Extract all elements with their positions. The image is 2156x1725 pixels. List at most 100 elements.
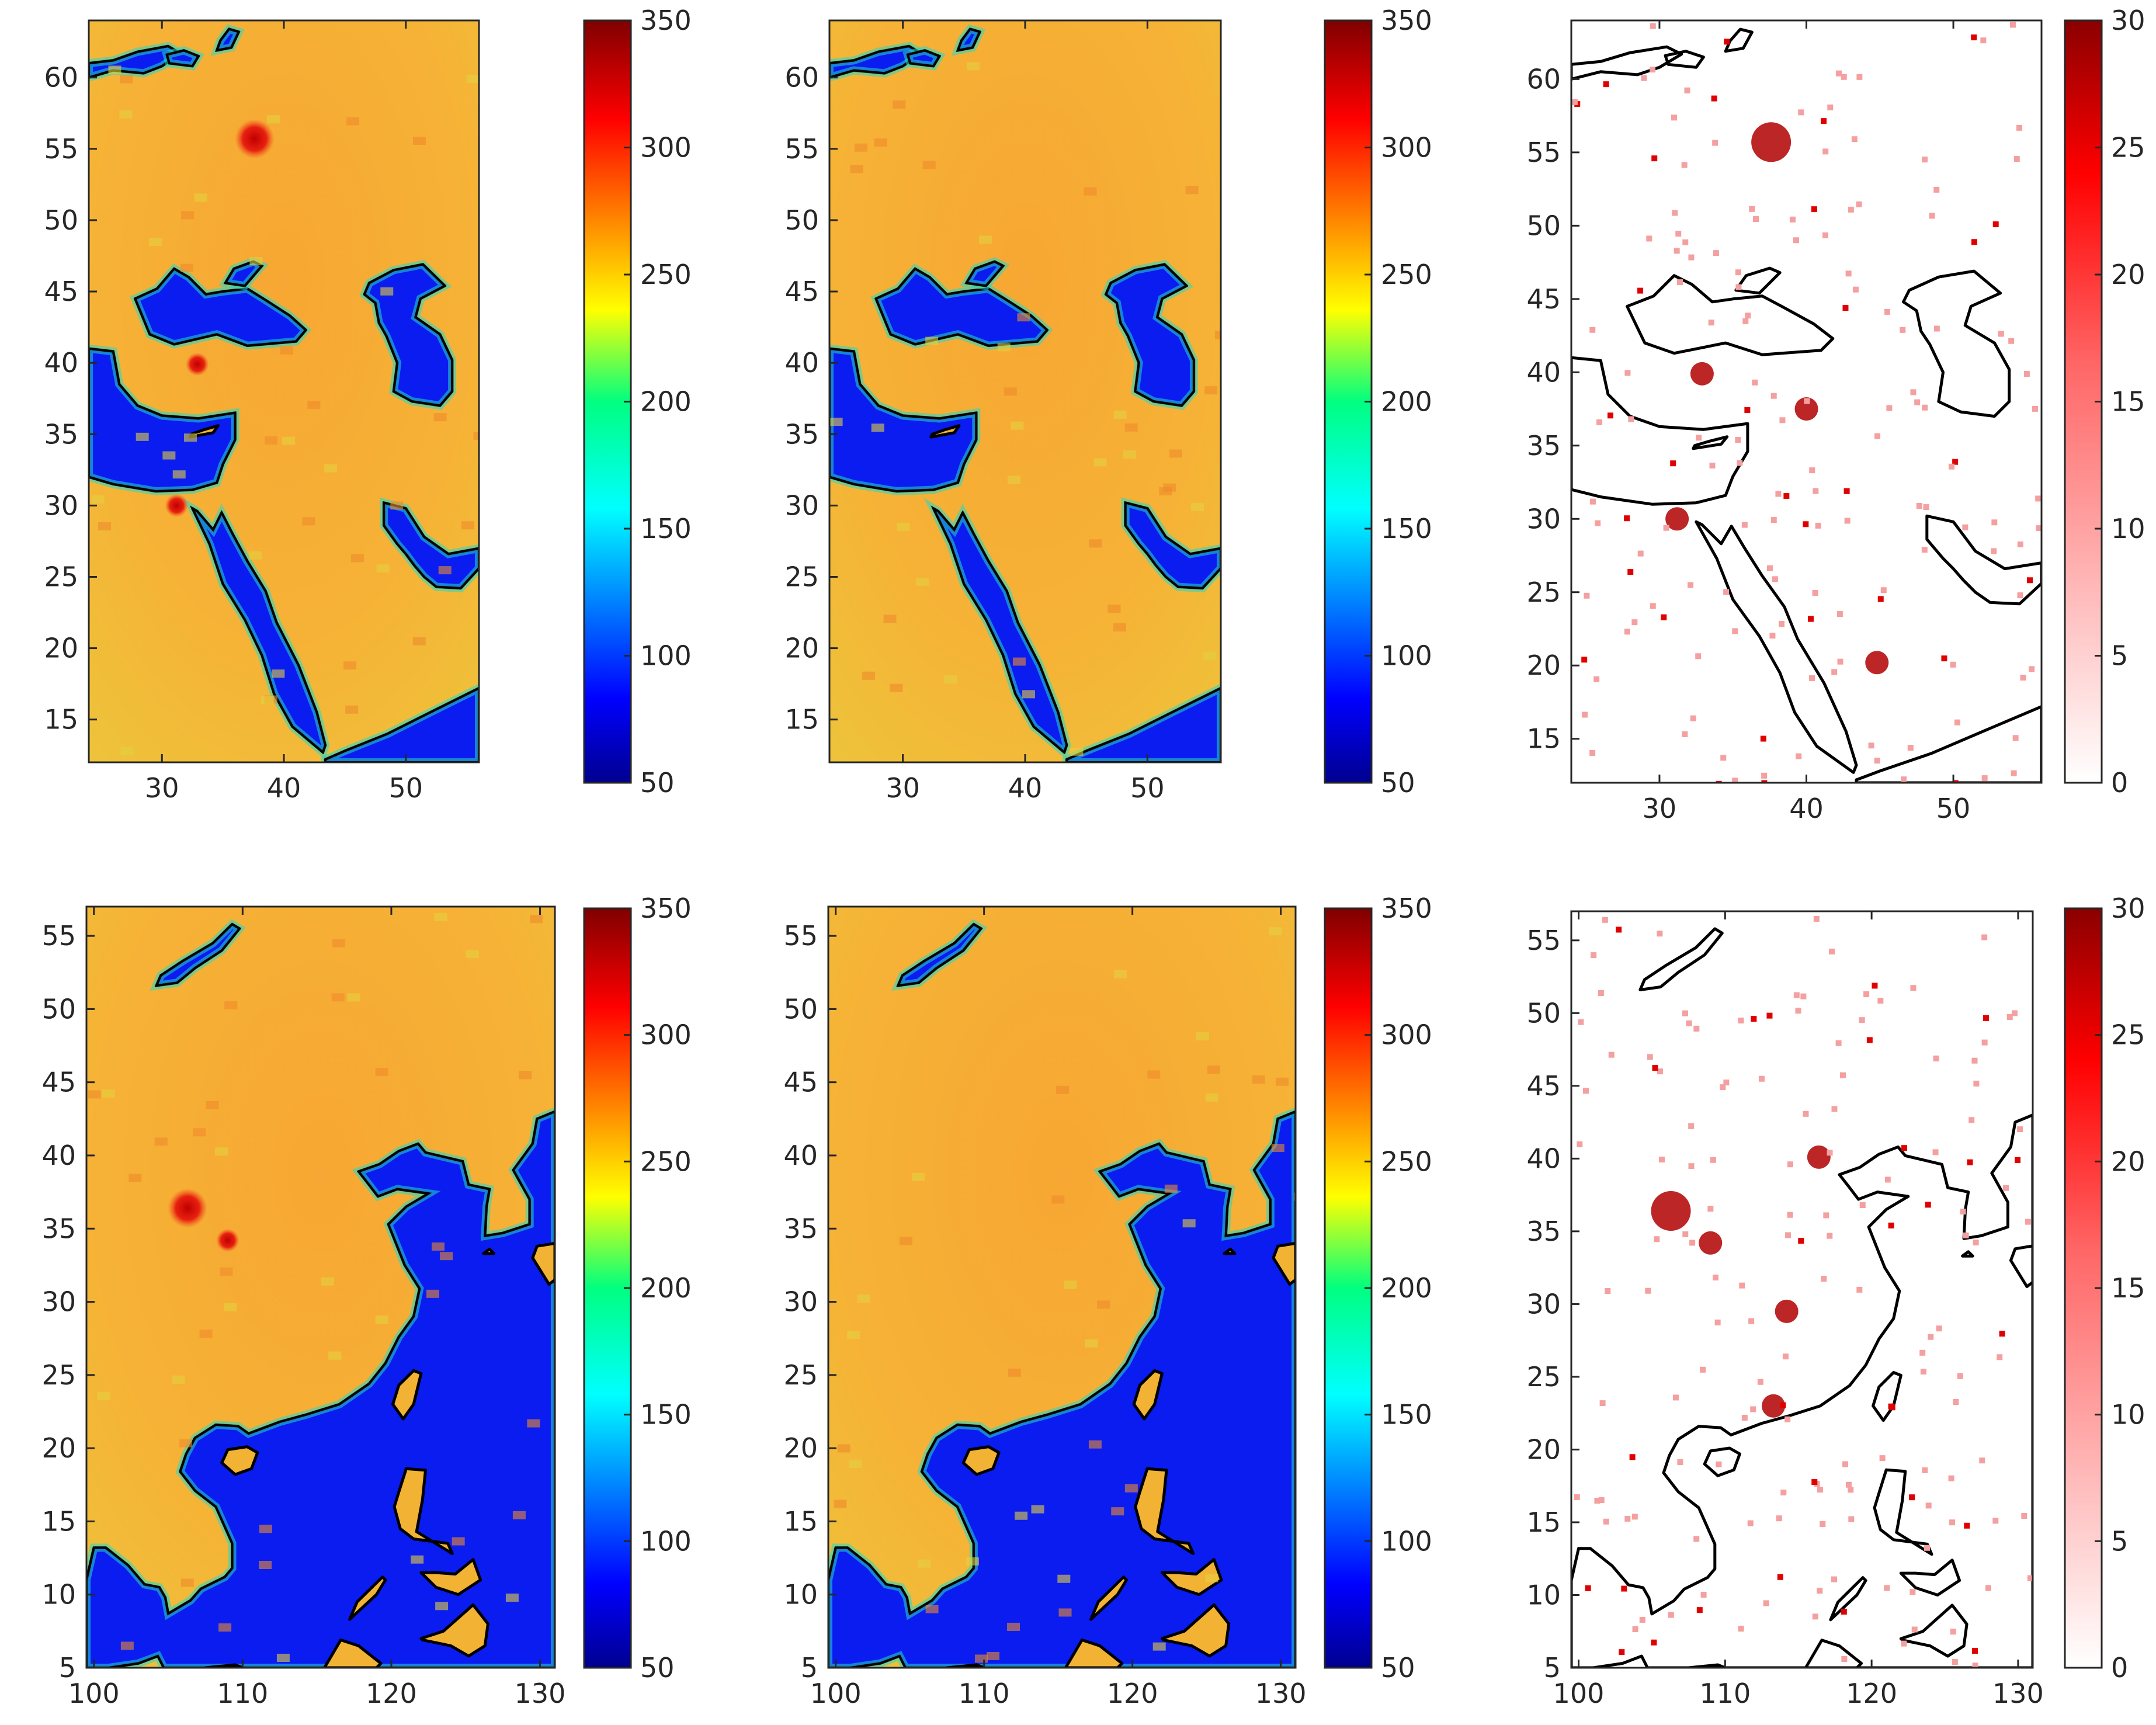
- diff-pixel: [1968, 1117, 1975, 1123]
- y-tick-label: 55: [44, 133, 78, 165]
- diff-pixel: [1795, 1008, 1801, 1014]
- diff-pixel: [1763, 1600, 1769, 1606]
- diff-pixel: [1713, 250, 1719, 256]
- diff-pixel: [1900, 327, 1906, 333]
- diff-pixel: [1924, 1544, 1930, 1551]
- texture-pixel: [1084, 187, 1097, 196]
- diff-pixel: [1866, 1037, 1873, 1043]
- x-tick-label: 100: [68, 1678, 120, 1709]
- texture-pixel: [857, 1294, 870, 1303]
- x-tick-label: 50: [1130, 772, 1165, 804]
- texture-pixel: [883, 615, 897, 623]
- diff-pixel: [1751, 1016, 1757, 1022]
- diff-pixel: [1827, 104, 1834, 110]
- diff-pixel: [1798, 1238, 1804, 1244]
- texture-pixel: [1164, 1184, 1178, 1193]
- diff-pixel: [1811, 206, 1817, 213]
- diff-pixel: [1952, 1659, 1958, 1665]
- texture-pixel: [1097, 1300, 1110, 1309]
- coast-edge-ladoga: [906, 49, 942, 68]
- colorbar-tick-label: 5: [2111, 1525, 2128, 1557]
- colorbar-tick-label: 150: [640, 1399, 692, 1431]
- diff-pixel: [1991, 548, 1997, 554]
- coast-edge-arabian: [324, 686, 479, 762]
- diff-pixel: [1605, 1288, 1611, 1294]
- diff-pixel: [2025, 1219, 2031, 1225]
- texture-pixel: [1007, 475, 1020, 484]
- colorbar-tick-label: 150: [640, 513, 692, 544]
- diff-pixel: [2009, 22, 2016, 28]
- diff-pixel: [1999, 1331, 2005, 1337]
- diff-pixel: [2006, 1014, 2013, 1020]
- colorbar-tick-label: 250: [640, 259, 692, 290]
- y-tick-label: 60: [1526, 63, 1561, 95]
- coastline-mindanao: [1899, 1603, 1968, 1658]
- diff-pixel: [1991, 519, 1998, 526]
- texture-pixel: [893, 100, 906, 109]
- diff-pixel: [1868, 742, 1874, 749]
- diff-pixel: [1599, 1400, 1606, 1407]
- texture-pixel: [172, 1375, 185, 1384]
- y-tick-label: 10: [783, 1579, 818, 1611]
- texture-pixel: [375, 1316, 388, 1324]
- colorbar-tick-label: 50: [640, 767, 675, 799]
- texture-pixel: [925, 336, 939, 345]
- colorbar-tick-label: 350: [640, 5, 692, 36]
- y-tick-label: 30: [783, 1286, 818, 1318]
- diff-pixel: [1835, 1040, 1842, 1046]
- colorbar-tick-label: 50: [1381, 1652, 1415, 1684]
- diff-pixel: [1950, 661, 1956, 668]
- texture-pixel: [282, 436, 296, 445]
- colorbar-tick-label: 300: [1381, 1019, 1432, 1051]
- diff-pixel: [1761, 780, 1768, 783]
- texture-pixel: [979, 235, 992, 244]
- diff-pixel: [1813, 915, 1820, 922]
- diff-pixel: [1779, 620, 1785, 627]
- diff-pixel: [1738, 1018, 1744, 1024]
- diff-pixel: [1922, 1467, 1928, 1474]
- x-tick-label: 120: [1846, 1678, 1897, 1709]
- y-tick-label: 15: [783, 1505, 818, 1537]
- y-tick-label: 60: [784, 62, 819, 93]
- diff-pixel: [1803, 1110, 1809, 1117]
- y-tick-label: 5: [1544, 1652, 1561, 1684]
- coastline-visayas: [1160, 1558, 1223, 1596]
- diff-pixel: [2026, 577, 2033, 584]
- colorbar-tick-label: 0: [2111, 767, 2128, 799]
- diff-pixel: [1811, 1479, 1818, 1485]
- diff-pixel: [1766, 1012, 1773, 1019]
- hotspot: [1865, 651, 1889, 675]
- texture-pixel: [347, 993, 360, 1002]
- y-tick-label: 10: [1526, 1579, 1561, 1611]
- texture-pixel: [224, 1303, 237, 1311]
- diff-pixel: [1589, 749, 1596, 756]
- diff-pixel: [1713, 1274, 1719, 1280]
- diff-pixel: [1979, 1457, 1985, 1464]
- coast-edge-caspian: [1104, 263, 1195, 407]
- texture-pixel: [215, 1147, 228, 1156]
- coast-edge-sea: [828, 1110, 1296, 1668]
- diff-pixel: [1874, 433, 1881, 439]
- texture-pixel: [1089, 539, 1102, 548]
- diff-pixel: [1632, 1626, 1638, 1633]
- diff-pixel: [2023, 371, 2030, 377]
- coastline-redsea: [1695, 520, 1858, 774]
- diff-pixel: [1863, 991, 1870, 997]
- diff-pixel: [1646, 235, 1652, 242]
- diff-pixel: [1766, 565, 1773, 571]
- diff-pixel: [1831, 1576, 1837, 1582]
- diff-pixel: [1682, 239, 1689, 245]
- colorbar: [583, 907, 632, 1669]
- texture-pixel: [266, 115, 280, 124]
- x-tick-label: 120: [1107, 1678, 1158, 1709]
- texture-pixel: [259, 1561, 272, 1570]
- texture-pixel: [974, 1654, 988, 1663]
- diff-pixel: [1800, 993, 1807, 999]
- y-tick-label: 25: [1526, 577, 1561, 608]
- y-tick-label: 25: [1526, 1361, 1561, 1393]
- coastline-baikal: [1638, 927, 1724, 991]
- diff-pixel: [1922, 157, 1928, 163]
- texture-pixel: [218, 1623, 232, 1632]
- colorbar-tick-label: 200: [640, 386, 692, 418]
- texture-pixel: [180, 263, 194, 272]
